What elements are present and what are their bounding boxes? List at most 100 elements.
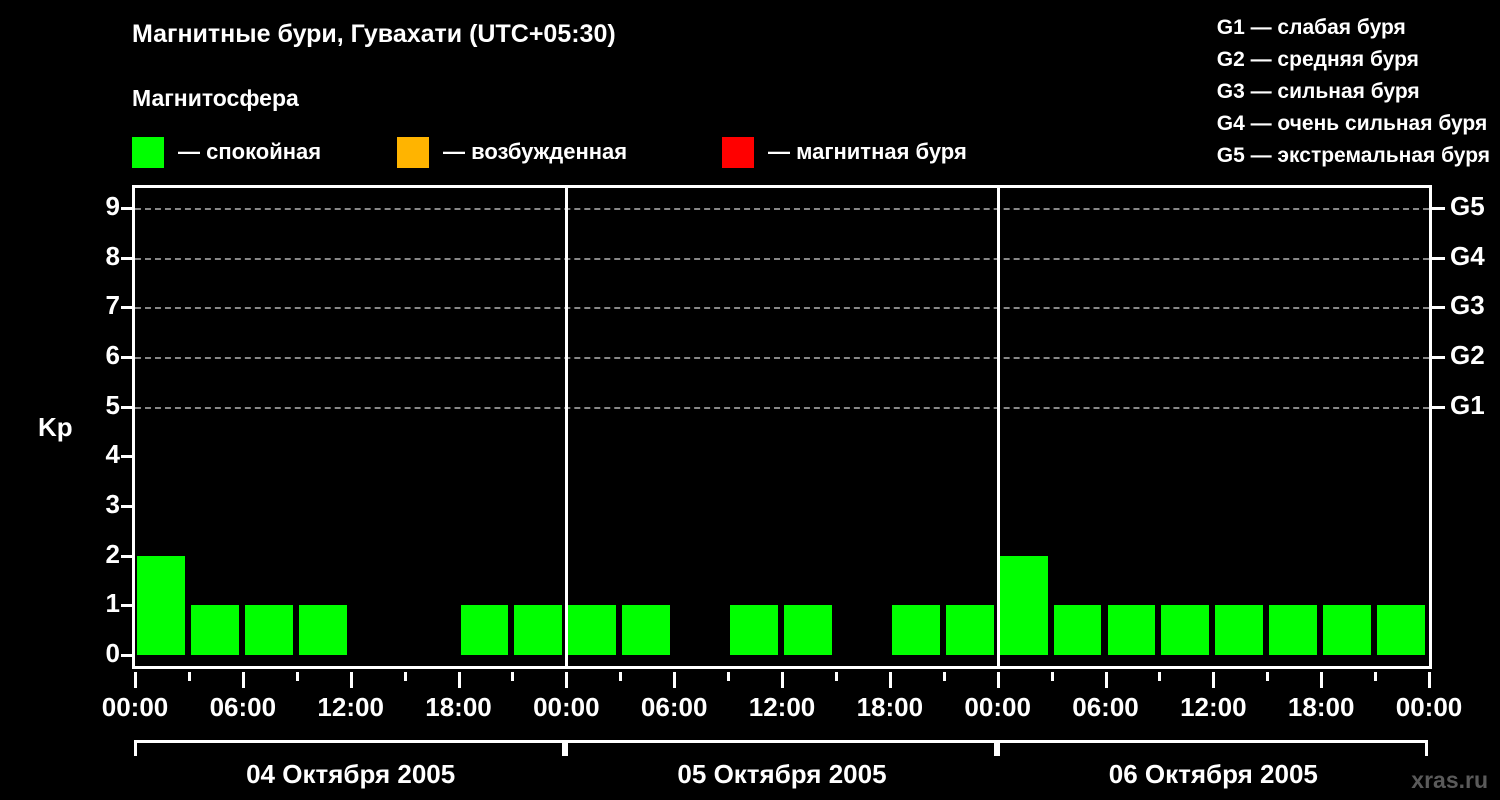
x-axis-minor-tick (619, 672, 623, 681)
gscale-legend-line: G5 — экстремальная буря (1216, 144, 1490, 167)
orange-square-swatch (397, 136, 429, 168)
bar (945, 605, 994, 655)
y-axis-tick-mark (121, 256, 134, 260)
g-scale-axis-label: G1 (1450, 389, 1485, 420)
y-axis-tick-mark (121, 554, 134, 558)
legend-item-active: — возбужденная (397, 136, 627, 168)
legend-item-label: — возбужденная (443, 139, 628, 164)
x-axis-major-tick (134, 672, 137, 688)
y-axis-tick-mark (121, 654, 134, 657)
y-axis-tick-mark (121, 604, 134, 608)
gridline (135, 257, 1429, 260)
x-axis-minor-tick (1050, 672, 1054, 681)
y-axis-tick-mark (121, 355, 134, 359)
day-date-label: 05 Октября 2005 (677, 758, 887, 789)
legend-item-label: — спокойная (178, 139, 322, 164)
g-scale-tick-mark (1432, 405, 1445, 409)
legend-heading: Магнитосфера (132, 85, 299, 111)
y-axis-tick-label: 4 (105, 439, 120, 470)
bar (190, 605, 239, 655)
y-axis-tick-mark (121, 455, 134, 459)
x-axis-major-tick (888, 672, 892, 688)
gscale-legend-line: G2 — средняя буря (1216, 48, 1419, 71)
x-axis-major-tick (1104, 672, 1108, 688)
x-axis-major-tick (241, 672, 245, 688)
x-axis-major-tick (457, 672, 461, 688)
y-axis-tick-label: 0 (105, 638, 120, 668)
bar (1161, 605, 1210, 655)
x-axis-minor-tick (727, 672, 731, 681)
g-scale-axis-label: G5 (1450, 190, 1485, 221)
y-axis-tick-label: 5 (105, 389, 120, 420)
day-bracket (996, 740, 1428, 756)
x-axis-minor-tick (403, 672, 407, 681)
x-axis-major-tick (781, 672, 784, 688)
x-axis-tick-label: 12:00 (748, 692, 816, 722)
y-axis-tick-label: 1 (105, 588, 120, 619)
legend-item-calm: — спокойная (132, 136, 321, 168)
y-axis-tick-label: 9 (105, 190, 120, 221)
page-title: Магнитные бури, Гувахати (UTC+05:30) (132, 20, 616, 48)
g-scale-tick-mark (1432, 306, 1445, 310)
g-scale-axis-label: G4 (1450, 240, 1485, 271)
x-axis-minor-tick (1374, 672, 1378, 681)
bar (622, 605, 671, 655)
y-axis-tick-mark (121, 405, 134, 409)
x-axis-minor-tick (187, 672, 191, 681)
gscale-legend-line: G3 — сильная буря (1216, 80, 1420, 103)
gridline (135, 207, 1429, 210)
x-axis-tick-label: 00:00 (101, 692, 169, 722)
y-axis-tick-label: 8 (105, 240, 120, 271)
g-scale-tick-mark (1432, 355, 1445, 359)
x-axis-major-tick (349, 672, 353, 688)
x-axis-tick-label: 06:00 (640, 692, 708, 722)
y-axis-tick-label: 2 (105, 538, 120, 569)
y-axis-tick-label: 3 (105, 488, 120, 519)
watermark: xras.ru (1411, 767, 1488, 793)
gscale-legend: G1 — слабая буря G2 — средняя буря G3 — … (1217, 12, 1490, 172)
x-axis-major-tick (673, 672, 677, 688)
x-axis-major-tick (1212, 672, 1216, 688)
g-scale-tick-mark (1432, 256, 1445, 260)
day-bracket (134, 740, 566, 756)
bar (1107, 605, 1156, 655)
x-axis-major-tick (1320, 672, 1324, 688)
day-date-label: 04 Октября 2005 (246, 758, 456, 789)
bar (730, 605, 778, 655)
bar (999, 555, 1048, 655)
day-separator (996, 188, 1000, 666)
x-axis-tick-label: 12:00 (1180, 692, 1247, 722)
y-axis-tick-label: 6 (105, 339, 120, 370)
x-axis-tick-label: 00:00 (1395, 692, 1463, 722)
y-axis-tick-label: 7 (105, 290, 120, 321)
x-axis-tick-label: 00:00 (533, 692, 600, 722)
bar (891, 605, 940, 655)
red-square-swatch (722, 136, 754, 168)
x-axis-minor-tick (942, 672, 946, 681)
x-axis-tick-label: 18:00 (856, 692, 924, 722)
x-axis-major-tick (565, 672, 569, 688)
gscale-legend-line: G4 — очень сильная буря (1216, 112, 1488, 135)
x-axis-minor-tick (1266, 672, 1270, 681)
bar (1377, 605, 1425, 655)
legend-item-label: — магнитная буря (768, 139, 967, 164)
bar (784, 605, 832, 655)
y-axis-tick-mark (121, 206, 134, 210)
x-axis-minor-tick (295, 672, 299, 681)
g-scale-axis-label: G2 (1450, 339, 1485, 370)
gridline (135, 307, 1429, 310)
bar (298, 605, 347, 655)
g-scale-axis-label: G3 (1450, 290, 1485, 321)
green-square-swatch (132, 136, 164, 168)
gridline (135, 406, 1429, 409)
x-axis-tick-label: 00:00 (964, 692, 1031, 722)
x-axis-tick-label: 06:00 (1072, 692, 1139, 722)
x-axis-tick-label: 18:00 (425, 692, 492, 722)
bar (137, 555, 185, 655)
bar (1215, 605, 1264, 655)
legend-item-storm: — магнитная буря (722, 136, 967, 168)
x-axis-minor-tick (1158, 672, 1162, 681)
day-bracket (565, 740, 997, 756)
x-axis-major-tick (1428, 672, 1431, 688)
